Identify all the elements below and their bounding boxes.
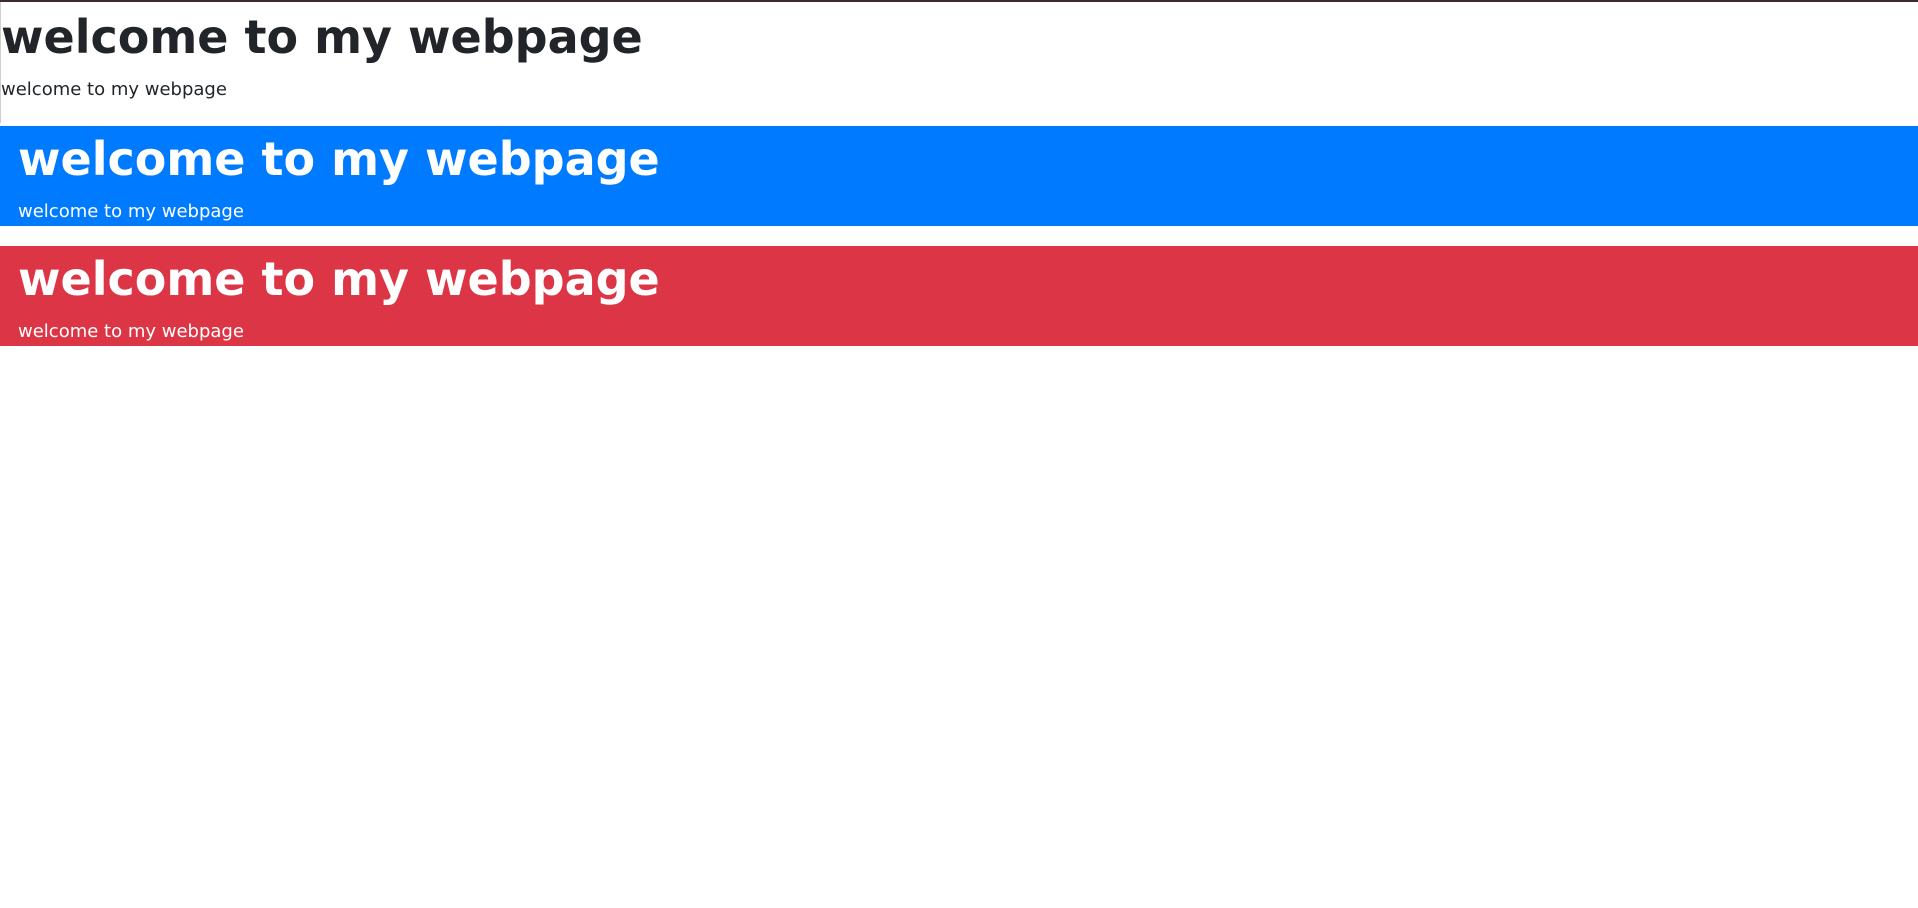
blue-banner-heading: welcome to my webpage: [18, 132, 660, 186]
plain-welcome-section: welcome to my webpage welcome to my webp…: [0, 2, 1918, 123]
red-welcome-banner: welcome to my webpage welcome to my webp…: [0, 246, 1918, 346]
plain-welcome-heading: welcome to my webpage: [1, 10, 643, 64]
plain-welcome-text: welcome to my webpage: [1, 79, 227, 100]
blue-welcome-banner: welcome to my webpage welcome to my webp…: [0, 126, 1918, 226]
red-banner-heading: welcome to my webpage: [18, 252, 660, 306]
blue-banner-text: welcome to my webpage: [18, 201, 244, 222]
red-banner-text: welcome to my webpage: [18, 321, 244, 342]
